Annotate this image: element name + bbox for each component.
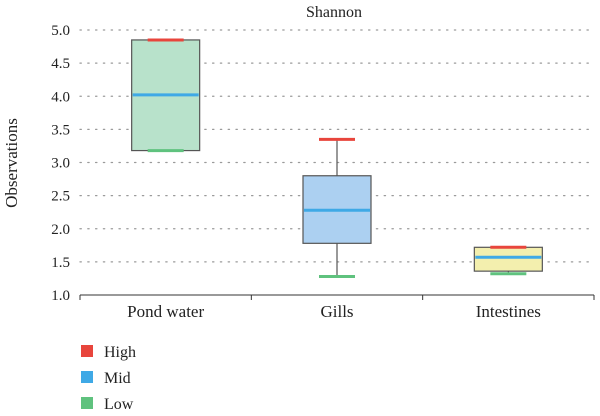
box-intestines bbox=[473, 245, 543, 276]
y-tick-label: 1.5 bbox=[51, 255, 70, 271]
box-gills bbox=[302, 137, 372, 278]
legend-label: Low bbox=[104, 396, 134, 413]
box-pond-water bbox=[131, 38, 201, 153]
y-tick-label: 4.0 bbox=[51, 89, 70, 105]
x-category-label: Pond water bbox=[127, 302, 204, 321]
y-tick-label: 2.0 bbox=[51, 222, 70, 238]
legend-swatch bbox=[81, 397, 93, 409]
legend-label: Mid bbox=[104, 370, 131, 387]
y-tick-label: 3.0 bbox=[51, 156, 70, 172]
axes: 1.0 1.5 2.0 2.5 3.0 3.5 4.0 4.5 5.0 Pond water Gil… bbox=[51, 23, 595, 321]
legend-swatch bbox=[81, 345, 93, 357]
y-tick-label: 4.5 bbox=[51, 56, 70, 72]
legend-label: High bbox=[104, 344, 136, 361]
legend: High Mid Low bbox=[81, 344, 136, 413]
box-iqr bbox=[473, 246, 543, 272]
legend-item-mid: Mid bbox=[81, 370, 131, 387]
y-tick-label: 2.5 bbox=[51, 189, 70, 205]
boxes bbox=[131, 38, 543, 278]
legend-item-high: High bbox=[81, 344, 136, 361]
y-axis-label: Observations bbox=[2, 118, 21, 208]
y-tick-label: 1.0 bbox=[51, 288, 70, 304]
y-tick-label: 3.5 bbox=[51, 122, 70, 138]
x-category-label: Intestines bbox=[476, 302, 541, 321]
y-tick-label: 5.0 bbox=[51, 23, 70, 39]
x-category-label: Gills bbox=[320, 302, 353, 321]
chart-title: Shannon bbox=[306, 4, 362, 21]
legend-swatch bbox=[81, 371, 93, 383]
legend-item-low: Low bbox=[81, 396, 134, 413]
